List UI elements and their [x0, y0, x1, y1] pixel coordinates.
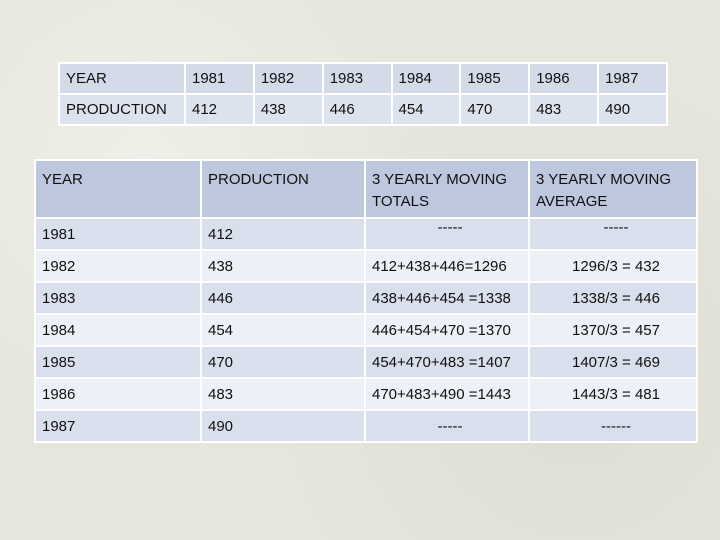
production-row-label: PRODUCTION [60, 95, 184, 124]
average-cell: 1370/3 = 457 [530, 315, 696, 345]
average-cell: 1296/3 = 432 [530, 251, 696, 281]
year-cell: 1983 [323, 64, 391, 93]
header-moving-totals-label: 3 YEARLY MOVING TOTALS [372, 171, 508, 210]
year-cell: 1984 [392, 64, 460, 93]
total-cell: 446+454+470 =1370 [366, 315, 528, 345]
totals-dash: ----- [437, 218, 463, 236]
production-cell: 490 [202, 411, 364, 441]
table-row: 1982 438 412+438+446=1296 1296/3 = 432 [36, 251, 696, 281]
total-cell: 454+470+483 =1407 [366, 347, 528, 377]
header-row: YEAR PRODUCTION 3 YEARLY MOVING TOTALS 3… [36, 161, 696, 217]
production-cell: 446 [323, 95, 391, 124]
year-cell: 1982 [254, 64, 322, 93]
header-year: YEAR [36, 161, 200, 217]
average-cell: ----- [530, 219, 696, 249]
year-cell: 1987 [36, 411, 200, 441]
header-production: PRODUCTION [202, 161, 364, 217]
average-cell: ------ [530, 411, 696, 441]
table-row: 1986 483 470+483+490 =1443 1443/3 = 481 [36, 379, 696, 409]
table-row: 1981 412 ----- ----- [36, 219, 696, 249]
year-row-label: YEAR [60, 64, 184, 93]
table-row: 1985 470 454+470+483 =1407 1407/3 = 469 [36, 347, 696, 377]
moving-average-table: YEAR PRODUCTION 3 YEARLY MOVING TOTALS 3… [34, 159, 698, 443]
table-row: 1984 454 446+454+470 =1370 1370/3 = 457 [36, 315, 696, 345]
table-row: 1983 446 438+446+454 =1338 1338/3 = 446 [36, 283, 696, 313]
header-moving-totals: 3 YEARLY MOVING TOTALS [366, 161, 528, 217]
production-cell: 454 [392, 95, 460, 124]
year-cell: 1981 [186, 64, 253, 93]
total-cell: 412+438+446=1296 [366, 251, 528, 281]
total-cell: 470+483+490 =1443 [366, 379, 528, 409]
average-cell: 1338/3 = 446 [530, 283, 696, 313]
average-cell: 1407/3 = 469 [530, 347, 696, 377]
year-cell: 1982 [36, 251, 200, 281]
year-row: YEAR 1981 1982 1983 1984 1985 1986 1987 [60, 64, 666, 93]
production-cell: 483 [202, 379, 364, 409]
total-cell: 438+446+454 =1338 [366, 283, 528, 313]
production-cell: 446 [202, 283, 364, 313]
production-cell: 438 [202, 251, 364, 281]
production-cell: 483 [530, 95, 598, 124]
production-cell: 454 [202, 315, 364, 345]
year-cell: 1986 [36, 379, 200, 409]
year-cell: 1986 [530, 64, 598, 93]
production-cell: 412 [202, 219, 364, 249]
average-dash: ----- [603, 218, 629, 236]
year-cell: 1981 [36, 219, 200, 249]
year-production-table: YEAR 1981 1982 1983 1984 1985 1986 1987 … [58, 62, 668, 126]
average-cell: 1443/3 = 481 [530, 379, 696, 409]
year-cell: 1985 [461, 64, 529, 93]
totals-dash: ----- [437, 417, 463, 435]
year-cell: 1987 [599, 64, 666, 93]
production-cell: 412 [186, 95, 253, 124]
average-dash: ------ [601, 417, 631, 435]
production-row: PRODUCTION 412 438 446 454 470 483 490 [60, 95, 666, 124]
total-cell: ----- [366, 411, 528, 441]
year-cell: 1985 [36, 347, 200, 377]
year-cell: 1984 [36, 315, 200, 345]
header-moving-average: 3 YEARLY MOVING AVERAGE [530, 161, 696, 217]
table-row: 1987 490 ----- ------ [36, 411, 696, 441]
header-moving-average-label: 3 YEARLY MOVING AVERAGE [536, 171, 672, 210]
year-cell: 1983 [36, 283, 200, 313]
production-cell: 470 [202, 347, 364, 377]
production-cell: 490 [599, 95, 666, 124]
total-cell: ----- [366, 219, 528, 249]
production-cell: 470 [461, 95, 529, 124]
production-cell: 438 [254, 95, 322, 124]
